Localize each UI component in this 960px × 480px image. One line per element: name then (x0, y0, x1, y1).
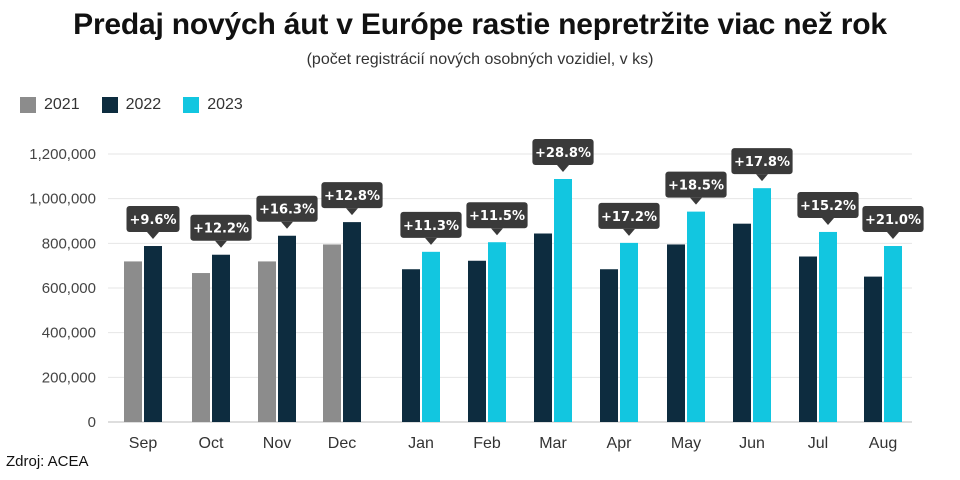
callout-pointer (491, 228, 503, 236)
callout-box (190, 214, 252, 241)
callout-label: +18.5% (668, 179, 724, 194)
legend: 2021 2022 2023 (20, 96, 265, 114)
callout-label: +21.0% (865, 213, 921, 228)
callout-label: +12.2% (193, 222, 249, 237)
legend-item-2022: 2022 (101, 96, 162, 114)
bar-2023-may (687, 211, 705, 422)
callout-label: +17.2% (601, 210, 657, 225)
callout-pointer (822, 217, 834, 225)
x-tick-label: Jul (808, 435, 828, 452)
callout-box (862, 206, 924, 233)
bar-2023-jun (753, 188, 771, 422)
chart-subtitle: (počet registrácií nových osobných vozid… (306, 51, 654, 68)
bar-2022-mar (534, 233, 552, 422)
callout-label: +9.6% (130, 213, 177, 228)
x-tick-label: Mar (539, 435, 567, 452)
legend-swatch-2022 (101, 97, 118, 113)
legend-label-2023: 2023 (207, 96, 243, 113)
callout-box (665, 171, 727, 198)
legend-label-2021: 2021 (44, 96, 80, 113)
callout-box (256, 195, 318, 222)
callout-box (466, 202, 528, 229)
callout-label: +28.8% (535, 146, 591, 161)
bar-2021-oct (192, 273, 210, 422)
legend-item-2021: 2021 (20, 96, 80, 114)
x-tick-label: Jan (408, 435, 434, 452)
legend-item-2023: 2023 (183, 96, 243, 114)
bar-2021-dec (323, 244, 341, 422)
bar-2022-sep (144, 246, 162, 422)
x-tick-label: Dec (328, 435, 356, 452)
y-tick-label: 1,200,000 (29, 146, 96, 163)
callout-pointer (557, 165, 569, 173)
callout-pointer (887, 232, 899, 240)
x-tick-label: Sep (129, 435, 158, 452)
callout-label: +16.3% (259, 203, 315, 218)
callout-label: +15.2% (800, 199, 856, 214)
bar-2022-jan (402, 269, 420, 422)
bar-2022-nov (278, 235, 296, 422)
y-tick-label: 600,000 (42, 280, 96, 297)
source-note: Zdroj: ACEA (6, 453, 89, 470)
bar-2022-feb (468, 260, 486, 422)
x-tick-label: Oct (199, 435, 224, 452)
callout-box (731, 148, 793, 175)
x-tick-label: Feb (473, 435, 501, 452)
y-tick-label: 400,000 (42, 325, 96, 342)
callout-pointer (147, 232, 159, 240)
x-tick-label: Jun (739, 435, 765, 452)
bar-2021-nov (258, 261, 276, 422)
bar-2022-jun (733, 223, 751, 422)
callout-pointer (623, 228, 635, 236)
legend-swatch-2021 (20, 97, 36, 113)
bar-2022-oct (212, 254, 230, 422)
bar-2023-aug (884, 246, 902, 422)
chart-title: Predaj nových áut v Európe rastie nepret… (73, 8, 887, 41)
callout-pointer (281, 221, 293, 229)
bar-2023-apr (620, 242, 638, 422)
callout-box (400, 211, 462, 238)
x-tick-label: Apr (607, 435, 633, 452)
bar-2022-may (667, 244, 685, 422)
bar-2022-apr (600, 269, 618, 422)
bar-2022-dec (343, 222, 361, 422)
x-tick-label: Nov (263, 435, 291, 452)
x-tick-label: Aug (869, 435, 897, 452)
bar-2022-aug (864, 276, 882, 422)
legend-label-2022: 2022 (125, 96, 162, 113)
legend-swatch-2023 (183, 97, 200, 113)
callout-box (126, 206, 180, 233)
y-tick-label: 200,000 (42, 369, 96, 386)
bar-2022-jul (799, 256, 817, 422)
callout-pointer (690, 197, 702, 205)
callout-box (797, 191, 859, 218)
callout-pointer (215, 240, 227, 248)
bar-2023-mar (554, 179, 572, 422)
y-tick-label: 1,000,000 (29, 191, 96, 208)
callout-label: +11.5% (469, 209, 525, 224)
callout-pointer (425, 237, 437, 245)
y-tick-label: 0 (88, 414, 96, 431)
bar-2023-jul (819, 231, 837, 422)
callout-pointer (756, 174, 768, 182)
callout-pointer (346, 208, 358, 216)
bar-2023-jan (422, 251, 440, 422)
callout-box (321, 182, 383, 209)
callout-box (532, 139, 594, 166)
bar-2021-sep (124, 261, 142, 422)
bar-2023-feb (488, 242, 506, 422)
callout-label: +17.8% (734, 155, 790, 170)
callout-box (598, 202, 660, 229)
y-tick-label: 800,000 (42, 235, 96, 252)
callout-label: +11.3% (403, 219, 459, 234)
x-tick-label: May (671, 435, 701, 452)
callout-label: +12.8% (324, 189, 380, 204)
